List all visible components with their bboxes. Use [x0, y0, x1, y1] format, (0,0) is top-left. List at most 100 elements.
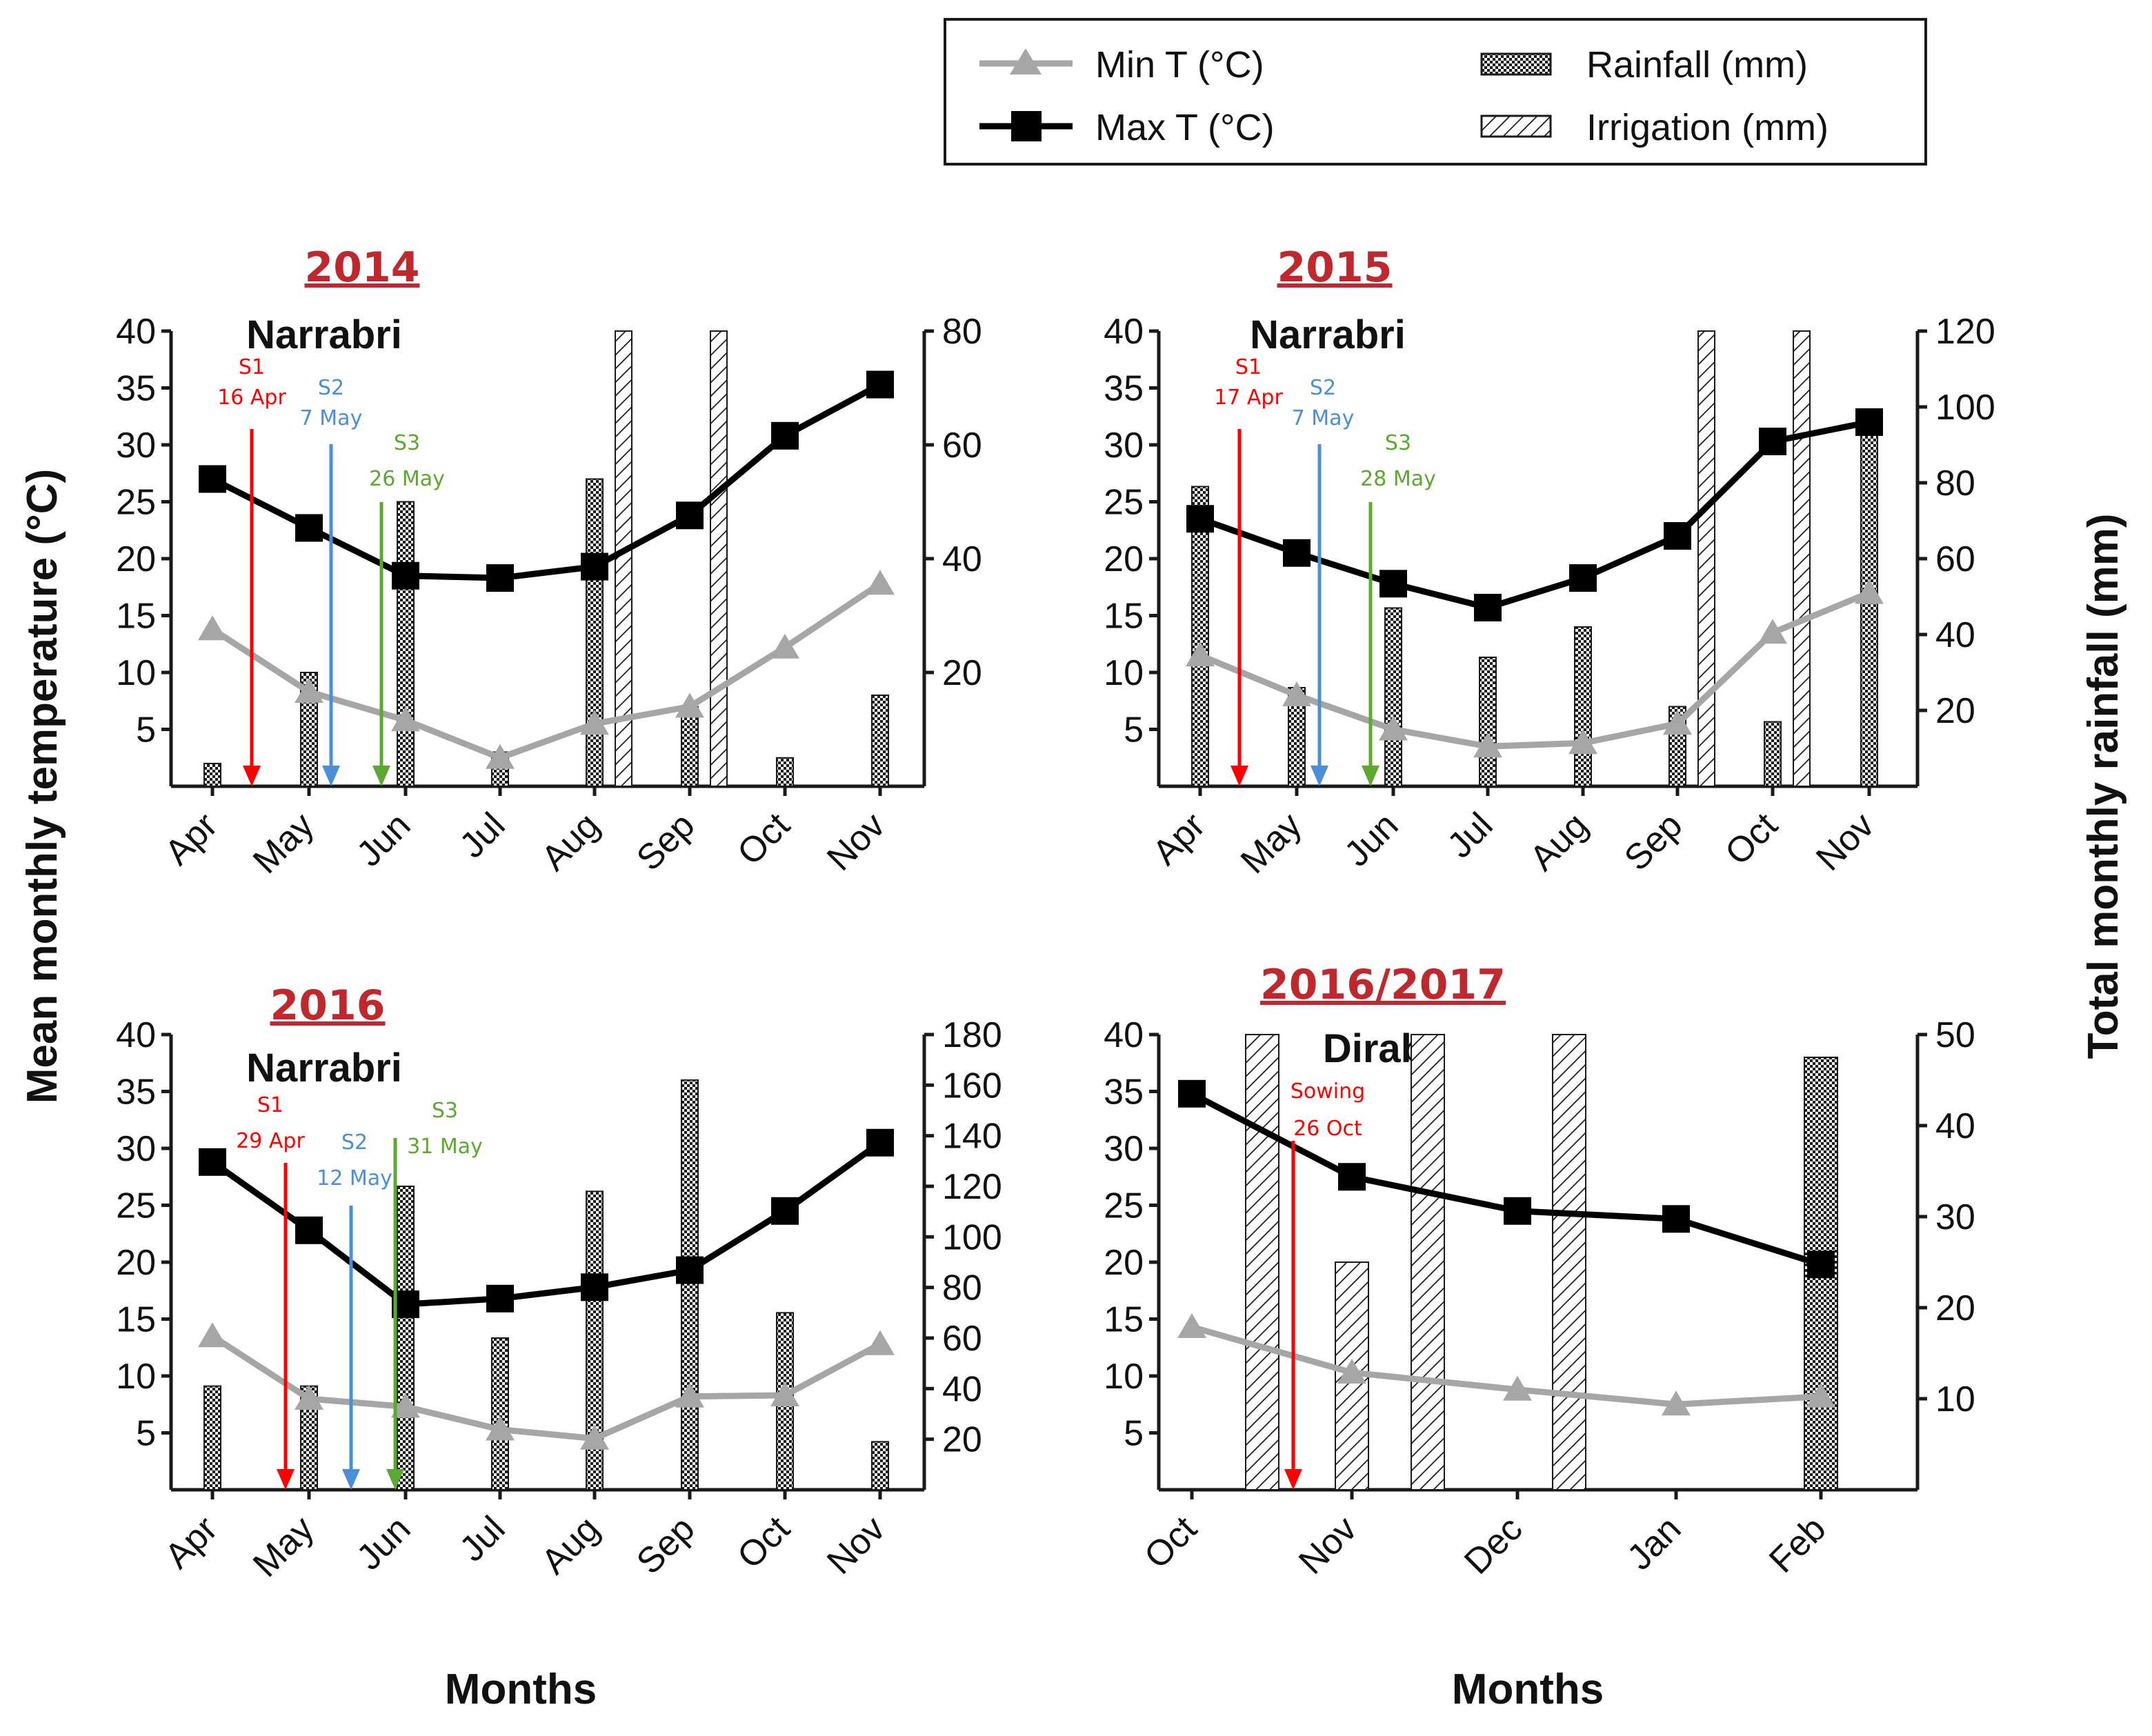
- irrigation-bar: [615, 330, 632, 787]
- max-temp-line: [210, 1140, 882, 1308]
- x-tick-label: Oct: [1717, 805, 1786, 873]
- min-temp-line: [1199, 590, 1871, 750]
- sowing-id-label: Sowing: [1291, 1079, 1365, 1104]
- rainfall-bar: [586, 478, 604, 787]
- max-temp-point: [486, 564, 514, 592]
- y-tick-label-right: 40: [942, 539, 982, 579]
- panel-title: 2016: [270, 981, 386, 1030]
- rainfall-bar: [871, 1441, 889, 1490]
- irrigation-bar: [1245, 1034, 1279, 1490]
- min-temp-point: [1282, 681, 1311, 706]
- y-tick-label-right: 20: [942, 1420, 982, 1460]
- x-tick-label: Apr: [157, 1508, 225, 1576]
- max-temp-point: [1338, 1163, 1366, 1191]
- sowing-date-label: 7 May: [1292, 406, 1355, 430]
- y-axis-title-left: Mean monthly temperature (°C): [19, 469, 66, 1104]
- max-temp-point: [1474, 593, 1502, 621]
- max-temp-point: [1504, 1197, 1531, 1225]
- y-tick-label-left: 20: [1104, 539, 1144, 579]
- y-tick-label-right: 20: [1935, 691, 1975, 731]
- rainfall-bar: [1384, 607, 1402, 787]
- max-temp-point: [199, 1148, 226, 1176]
- y-tick-label-left: 5: [1124, 1414, 1144, 1454]
- min-temp-point: [1186, 641, 1215, 667]
- y-tick-label-left: 40: [1104, 1015, 1144, 1055]
- y-tick-label-right: 80: [1935, 463, 1975, 503]
- y-tick-label-left: 5: [1124, 710, 1144, 750]
- y-tick-label-right: 40: [1935, 1106, 1975, 1146]
- y-tick-label-left: 25: [1104, 1186, 1144, 1226]
- panel-3: 2016 Narrabri 5 10 15 20 25 30 35 40 20 40 60 80 100 12…: [116, 981, 1002, 1585]
- y-tick-label-left: 30: [1104, 426, 1144, 466]
- min-temp-point: [1568, 729, 1597, 755]
- max-temp-point: [581, 552, 608, 581]
- irrigation-bar: [1411, 1034, 1445, 1490]
- max-temp-point: [295, 1216, 323, 1244]
- sowing-arrow-head-icon: [1231, 766, 1248, 786]
- min-temp-line: [210, 1333, 882, 1442]
- panel-title: 2016/2017: [1260, 961, 1506, 1009]
- sowing-id-label: S3: [394, 431, 420, 455]
- x-tick-label: Oct: [730, 1508, 798, 1577]
- y-tick-label-left: 40: [116, 1015, 156, 1055]
- y-axis-title-right: Total monthly rainfall (mm): [2080, 513, 2127, 1059]
- min-temp-line: [210, 581, 882, 761]
- rainfall-bar: [397, 1186, 415, 1490]
- x-tick-label: Dec: [1457, 1508, 1530, 1582]
- min-temp-point: [391, 706, 420, 732]
- sowing-arrow-head-icon: [322, 766, 340, 786]
- y-tick-label-right: 10: [1935, 1379, 1975, 1419]
- legend-irr-swatch: [1480, 114, 1552, 138]
- y-tick-label-left: 40: [1104, 312, 1144, 352]
- x-tick-label: Jun: [349, 1508, 418, 1577]
- panel-4: 2016/2017 Dirab 5 10 15 20 25 30 35 40 10 20 30 40 50 O…: [1104, 961, 1975, 1582]
- x-tick-label: Oct: [730, 805, 798, 873]
- y-tick-label-right: 40: [1935, 615, 1975, 655]
- y-tick-label-left: 5: [136, 710, 156, 750]
- sowing-id-label: S2: [341, 1130, 368, 1155]
- rainfall-bar: [1574, 626, 1592, 787]
- x-tick-label: Sep: [629, 1508, 702, 1582]
- sowing-arrow-head-icon: [342, 1469, 360, 1490]
- sowing-arrow-head-icon: [243, 766, 261, 786]
- sowing-id-label: S3: [1385, 431, 1411, 455]
- panel-title: 2015: [1277, 243, 1393, 292]
- legend-item-rain: Rainfall (mm): [1480, 44, 1808, 86]
- legend-box: [944, 18, 1927, 166]
- max-temp-point: [1662, 1205, 1690, 1233]
- sowing-arrow-head-icon: [277, 1469, 295, 1490]
- panel-1: 2014 Narrabri 5 10 15 20 25 30 35 40 20 40 60 80 Apr Ma…: [116, 243, 982, 881]
- y-tick-label-left: 10: [1104, 1357, 1144, 1397]
- x-tick-label: Apr: [1145, 805, 1213, 872]
- y-tick-label-left: 10: [116, 1357, 156, 1397]
- rainfall-bar: [1764, 721, 1782, 787]
- max-temp-point: [295, 514, 323, 542]
- min-temp-point: [486, 744, 515, 769]
- x-tick-label: Aug: [534, 1508, 607, 1582]
- y-tick-label-right: 100: [942, 1217, 1002, 1257]
- y-tick-label-left: 25: [116, 1186, 156, 1226]
- y-tick-label-right: 120: [942, 1167, 1002, 1207]
- min-temp-point: [770, 633, 799, 659]
- site-label: Narrabri: [246, 1046, 402, 1090]
- x-tick-label: Nov: [1809, 805, 1882, 878]
- x-tick-label: Apr: [157, 805, 225, 872]
- max-temp-point: [676, 501, 704, 530]
- min-temp-point: [1379, 715, 1408, 741]
- max-temp-point: [1178, 1079, 1206, 1108]
- legend-item-max: Max T (°C): [979, 107, 1275, 148]
- min-temp-point: [1806, 1382, 1835, 1408]
- min-temp-line: [1190, 1324, 1822, 1408]
- max-temp-point: [1855, 408, 1883, 436]
- max-temp-point: [1807, 1250, 1835, 1279]
- rainfall-bar: [1191, 486, 1209, 787]
- y-tick-label-left: 20: [1104, 1243, 1144, 1283]
- legend-min-marker-icon: [1010, 48, 1042, 74]
- y-tick-label-left: 35: [1104, 1072, 1144, 1113]
- sowing-date-label: 29 Apr: [236, 1129, 305, 1153]
- y-tick-label-left: 15: [116, 1300, 156, 1340]
- min-temp-point: [198, 615, 227, 641]
- max-temp-point: [486, 1284, 514, 1313]
- y-tick-label-right: 80: [942, 1268, 982, 1308]
- y-tick-label-right: 140: [942, 1117, 1002, 1157]
